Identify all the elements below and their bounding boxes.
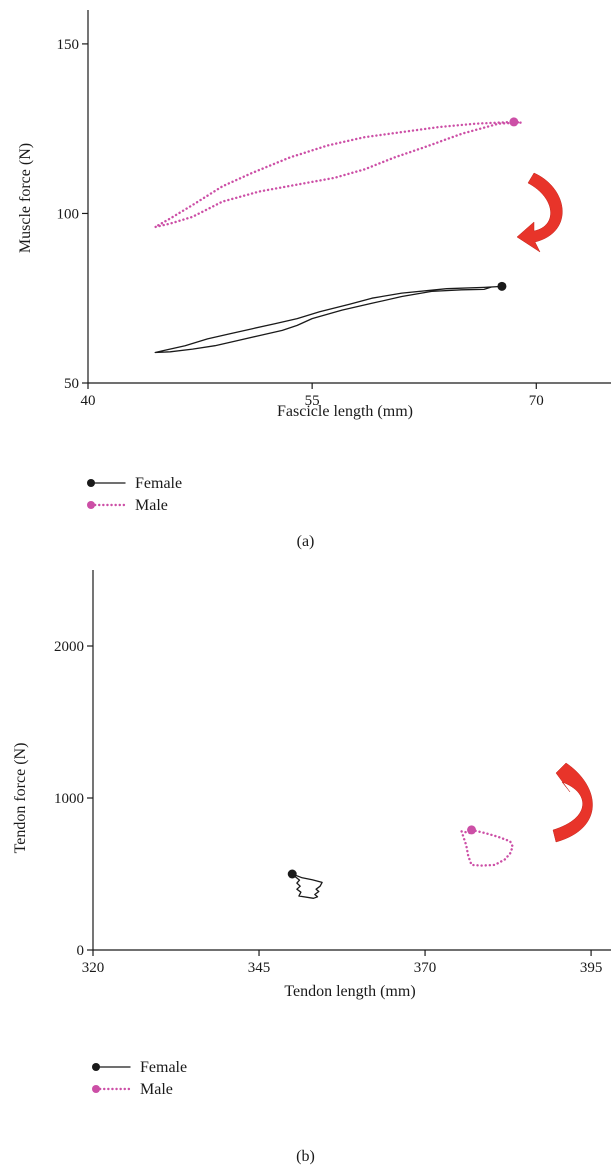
x-tick-label: 345: [248, 960, 271, 976]
rotation-direction-arrow-icon: [552, 762, 593, 843]
y-tick-label: 2000: [54, 639, 84, 655]
x-axis-label: Fascicle length (mm): [277, 403, 413, 420]
series-line-male: [460, 828, 514, 867]
legend-label-male: Male: [140, 1081, 173, 1098]
legend-label-male: Male: [135, 497, 168, 514]
legend-marker-female: [87, 479, 95, 487]
y-tick-label: 100: [57, 206, 80, 222]
chart-a: 40 55 70 50 100 150 Fascicle length (mm) Muscle…: [17, 10, 611, 514]
legend-label-female: Female: [140, 1059, 187, 1076]
series-end-marker-male: [467, 825, 477, 835]
y-tick-label: 0: [77, 943, 85, 959]
legend-marker-male: [87, 501, 95, 509]
x-axis-label: Tendon length (mm): [284, 983, 415, 1000]
legend-marker-female: [92, 1063, 100, 1071]
y-axis-label: Tendon force (N): [12, 743, 29, 854]
series-line-female: [291, 873, 323, 899]
panel-label-b: (b): [296, 1148, 315, 1165]
x-tick-label: 370: [414, 960, 437, 976]
x-tick-label: 70: [529, 393, 544, 409]
y-tick-label: 150: [57, 37, 80, 53]
rotation-direction-arrow-icon: [516, 172, 563, 253]
legend-label-female: Female: [135, 475, 182, 492]
series-end-marker-male: [509, 117, 519, 127]
series-line-male: [153, 120, 523, 229]
x-tick-label: 55: [305, 393, 320, 409]
x-tick-label: 395: [580, 960, 603, 976]
y-tick-label: 1000: [54, 791, 84, 807]
series-line-female: [154, 285, 503, 354]
y-tick-label: 50: [64, 376, 79, 392]
figure-panel-a: 40 55 70 50 100 150 Fascicle length (mm) Muscle…: [0, 0, 611, 560]
figure-panel-b: 320 345 370 395 0 1000 2000 Tendon length (mm) T…: [0, 560, 611, 1176]
series-end-marker-female: [497, 281, 507, 291]
y-axis-label: Muscle force (N): [17, 143, 34, 253]
x-tick-label: 320: [82, 960, 105, 976]
series-end-marker-female: [287, 869, 297, 879]
legend-marker-male: [92, 1085, 100, 1093]
panel-label-a: (a): [296, 533, 315, 550]
x-tick-label: 40: [81, 393, 96, 409]
chart-b: 320 345 370 395 0 1000 2000 Tendon length (mm) T…: [12, 570, 611, 1098]
